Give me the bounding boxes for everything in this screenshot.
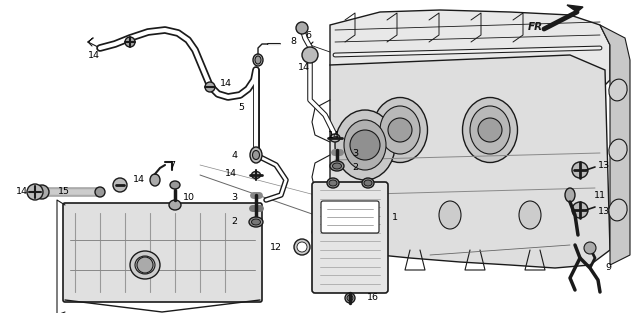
FancyBboxPatch shape bbox=[321, 201, 379, 233]
Circle shape bbox=[572, 202, 588, 218]
Circle shape bbox=[137, 257, 153, 273]
Text: 2: 2 bbox=[352, 163, 358, 172]
Circle shape bbox=[296, 22, 308, 34]
Circle shape bbox=[302, 47, 318, 63]
Text: 11: 11 bbox=[594, 191, 606, 199]
Polygon shape bbox=[330, 55, 610, 268]
Text: 1: 1 bbox=[392, 213, 398, 223]
FancyBboxPatch shape bbox=[63, 203, 262, 302]
Text: 4: 4 bbox=[231, 151, 237, 160]
Ellipse shape bbox=[359, 201, 381, 229]
Ellipse shape bbox=[252, 219, 260, 225]
Text: 13: 13 bbox=[598, 208, 610, 217]
Ellipse shape bbox=[362, 178, 374, 188]
Circle shape bbox=[297, 242, 307, 252]
Text: 14: 14 bbox=[16, 187, 28, 197]
Text: 13: 13 bbox=[598, 161, 610, 170]
Ellipse shape bbox=[380, 106, 420, 154]
Ellipse shape bbox=[330, 134, 340, 142]
Ellipse shape bbox=[519, 201, 541, 229]
Circle shape bbox=[27, 184, 43, 200]
Ellipse shape bbox=[253, 151, 259, 160]
Circle shape bbox=[350, 130, 380, 160]
Ellipse shape bbox=[609, 79, 627, 101]
Text: 12: 12 bbox=[270, 243, 282, 252]
Circle shape bbox=[205, 82, 215, 92]
Circle shape bbox=[388, 118, 412, 142]
Ellipse shape bbox=[463, 98, 518, 162]
Text: 14: 14 bbox=[298, 64, 310, 73]
Text: 14: 14 bbox=[220, 80, 232, 89]
Polygon shape bbox=[567, 5, 583, 12]
FancyBboxPatch shape bbox=[312, 182, 388, 293]
Text: 14: 14 bbox=[328, 131, 340, 140]
Text: 2: 2 bbox=[231, 218, 237, 227]
Ellipse shape bbox=[249, 217, 263, 227]
Text: 8: 8 bbox=[290, 38, 296, 47]
Ellipse shape bbox=[169, 200, 181, 210]
Text: 7: 7 bbox=[169, 161, 175, 170]
Circle shape bbox=[294, 239, 310, 255]
Circle shape bbox=[95, 187, 105, 197]
Text: 14: 14 bbox=[225, 170, 237, 178]
Ellipse shape bbox=[344, 120, 386, 170]
Ellipse shape bbox=[333, 163, 342, 169]
Ellipse shape bbox=[330, 161, 344, 171]
Ellipse shape bbox=[135, 256, 155, 274]
Circle shape bbox=[35, 185, 49, 199]
Ellipse shape bbox=[609, 139, 627, 161]
Text: FR.: FR. bbox=[527, 22, 547, 32]
Ellipse shape bbox=[347, 295, 353, 301]
Text: 15: 15 bbox=[58, 187, 70, 197]
Ellipse shape bbox=[253, 54, 263, 66]
Text: 14: 14 bbox=[133, 175, 145, 183]
Text: 3: 3 bbox=[352, 148, 358, 157]
Circle shape bbox=[478, 118, 502, 142]
Ellipse shape bbox=[150, 174, 160, 186]
Ellipse shape bbox=[255, 56, 261, 64]
Ellipse shape bbox=[170, 181, 180, 189]
Text: 3: 3 bbox=[231, 192, 237, 202]
Ellipse shape bbox=[439, 201, 461, 229]
Ellipse shape bbox=[327, 178, 339, 188]
Ellipse shape bbox=[335, 110, 395, 180]
Polygon shape bbox=[330, 10, 610, 100]
Text: 9: 9 bbox=[605, 264, 611, 273]
Ellipse shape bbox=[470, 106, 510, 154]
Ellipse shape bbox=[609, 199, 627, 221]
Text: 16: 16 bbox=[367, 294, 379, 302]
Circle shape bbox=[113, 178, 127, 192]
Ellipse shape bbox=[364, 180, 372, 186]
Circle shape bbox=[572, 162, 588, 178]
Ellipse shape bbox=[565, 188, 575, 202]
Ellipse shape bbox=[329, 180, 337, 186]
Ellipse shape bbox=[130, 251, 160, 279]
Text: 14: 14 bbox=[88, 50, 100, 59]
Text: 10: 10 bbox=[183, 192, 195, 202]
Ellipse shape bbox=[250, 147, 262, 163]
Circle shape bbox=[584, 242, 596, 254]
Text: 5: 5 bbox=[238, 104, 244, 112]
Text: 6: 6 bbox=[305, 30, 311, 39]
Ellipse shape bbox=[372, 98, 428, 162]
Polygon shape bbox=[600, 25, 630, 265]
Circle shape bbox=[125, 37, 135, 47]
Ellipse shape bbox=[252, 172, 260, 178]
Ellipse shape bbox=[345, 293, 355, 303]
